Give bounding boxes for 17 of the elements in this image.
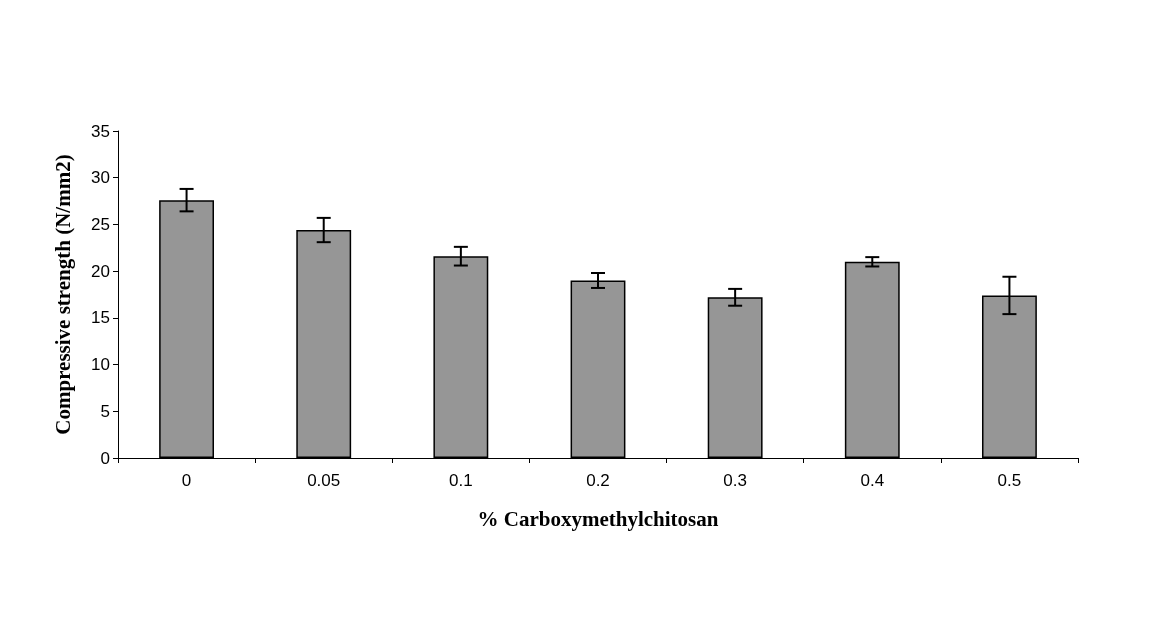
x-tick-label: 0.3 — [723, 471, 747, 490]
y-tick-label: 15 — [91, 308, 110, 328]
x-tick-label: 0.2 — [586, 471, 610, 490]
y-tick-label: 30 — [91, 168, 110, 188]
x-tick-label: 0.4 — [860, 471, 885, 490]
x-tick-label: 0.5 — [997, 471, 1022, 490]
y-tick-label: 35 — [91, 121, 110, 141]
y-tick-label: 10 — [91, 355, 110, 375]
x-tick-label: 0 — [181, 471, 192, 490]
y-tick-label: 5 — [100, 401, 110, 421]
y-tick-label: 25 — [91, 214, 110, 234]
y-tick-label: 0 — [100, 448, 110, 468]
x-tick-label: 0.1 — [449, 471, 473, 490]
y-tick-label: 20 — [91, 261, 110, 281]
x-tick-label: 0.05 — [307, 471, 341, 490]
x-axis-title: % Carboxymethylchitosan — [477, 506, 719, 531]
y-axis-title: Compressive strength (N/mm2) — [50, 154, 75, 435]
